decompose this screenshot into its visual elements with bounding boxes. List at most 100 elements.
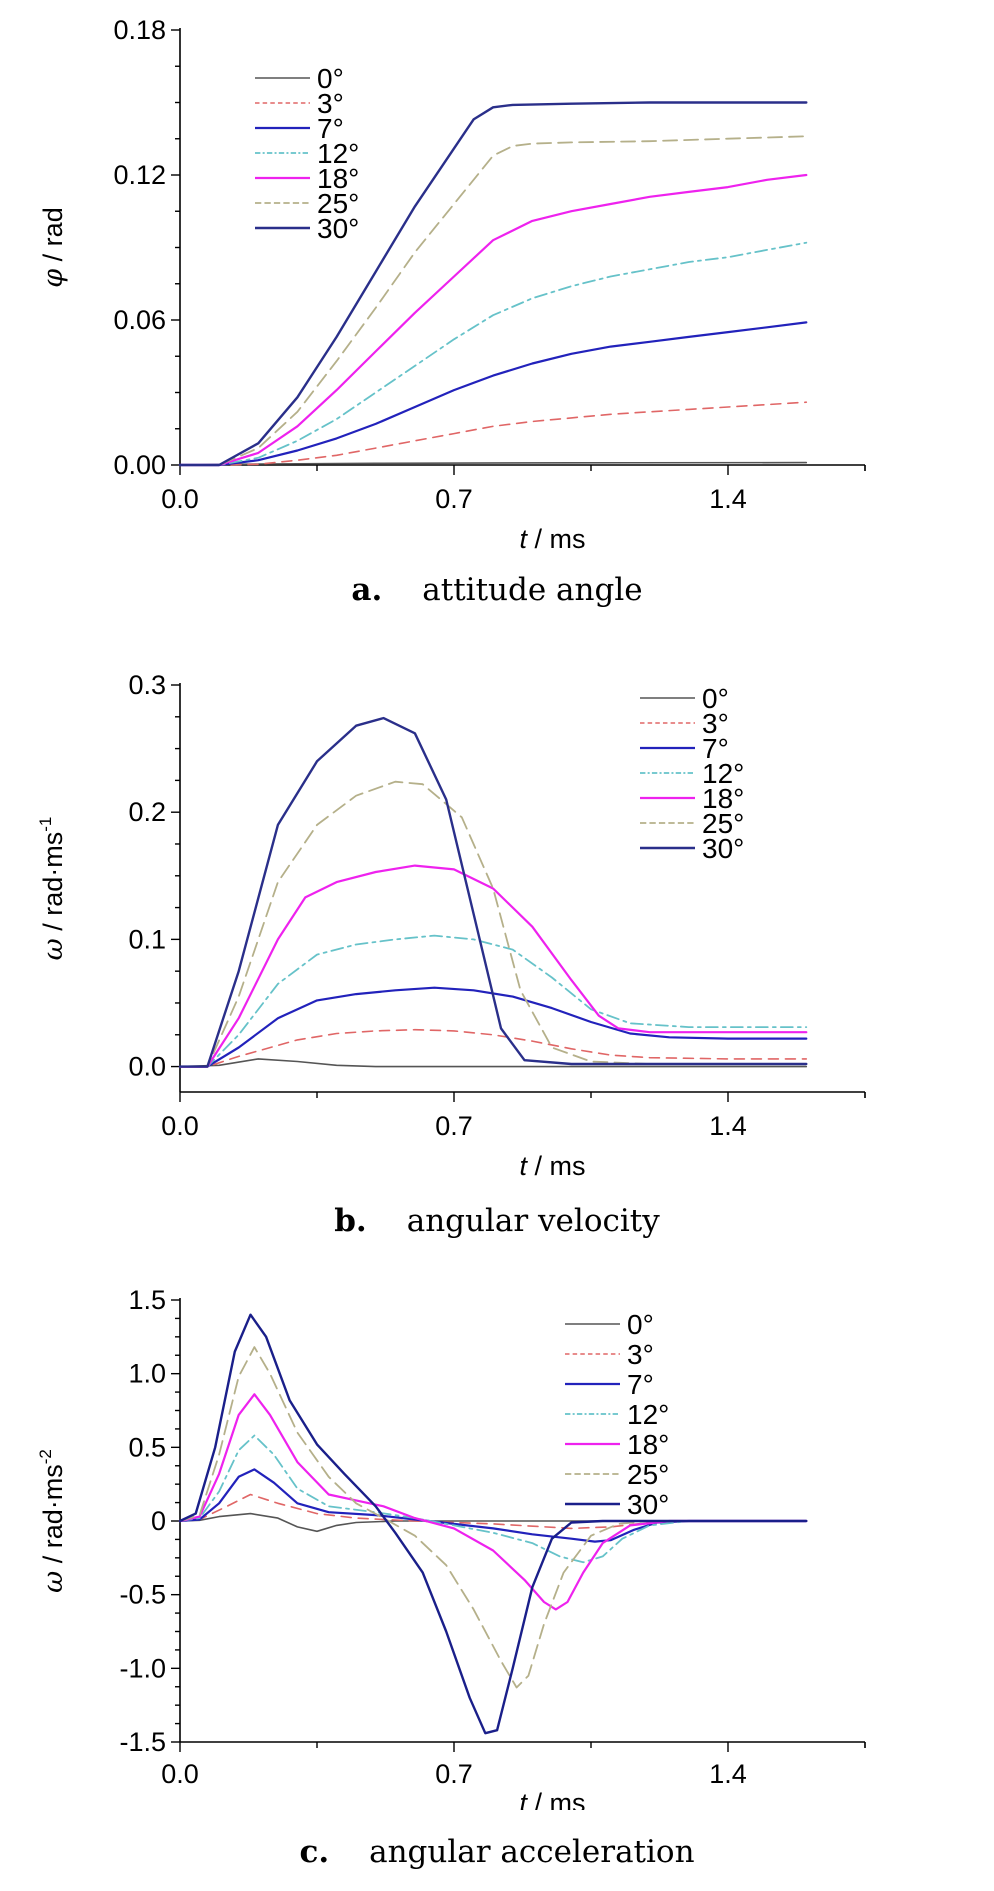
- y-tick-label: 0: [151, 1506, 166, 1536]
- x-tick-label: 0.7: [435, 1111, 473, 1141]
- caption-a-text: attitude angle: [422, 572, 643, 608]
- legend-label-6: 30°: [627, 1489, 669, 1520]
- legend-label-0: 0°: [317, 63, 344, 94]
- y-axis-unit-exponent: -2: [36, 1449, 55, 1464]
- y-axis-unit: rad: [38, 207, 68, 246]
- caption-b: b. angular velocity: [0, 1203, 994, 1239]
- legend-label-4: 18°: [702, 783, 744, 814]
- legend-label-5: 25°: [702, 808, 744, 839]
- series-line-3: [179, 934, 808, 1068]
- y-axis-separator: /: [38, 1548, 68, 1571]
- y-tick-label: 0.2: [128, 797, 166, 827]
- series-line-2: [178, 321, 808, 467]
- caption-b-letter: b.: [334, 1203, 367, 1239]
- y-axis-symbol: ω: [38, 1571, 69, 1593]
- y-tick-label: 1.5: [128, 1285, 166, 1315]
- x-axis-separator: /: [527, 524, 550, 554]
- x-axis-unit: ms: [550, 524, 586, 554]
- series-line-0: [179, 1512, 808, 1533]
- series-line-1: [179, 401, 808, 466]
- series-line-5: [179, 135, 808, 466]
- chart-angular-velocity: 0.0 0.1 0.2 0.3 0.0 0.7 1.4 t / ms ω / rad·ms-1 0…: [36, 670, 866, 1181]
- series-line-3: [179, 1434, 808, 1564]
- y-axis-symbol: φ: [38, 269, 69, 288]
- legend-label-2: 7°: [702, 733, 729, 764]
- series-line-4: [178, 864, 808, 1068]
- series-line-2: [178, 1468, 808, 1543]
- series-line-0: [179, 1058, 808, 1068]
- x-tick-label: 0.7: [435, 484, 473, 514]
- legend-label-1: 3°: [627, 1339, 654, 1370]
- legend-label-6: 30°: [317, 213, 359, 244]
- y-axis-symbol: ω: [38, 938, 69, 960]
- caption-c-letter: c.: [299, 1834, 330, 1870]
- x-tick-label: 0.0: [161, 1111, 199, 1141]
- x-axis-symbol: t: [519, 524, 528, 554]
- legend-label-2: 7°: [627, 1369, 654, 1400]
- caption-a: a. attitude angle: [0, 572, 994, 608]
- x-axis-separator: /: [527, 1788, 550, 1810]
- x-axis-separator: /: [527, 1151, 550, 1181]
- x-axis-title: t / ms: [519, 524, 585, 554]
- legend-label-1: 3°: [317, 88, 344, 119]
- y-axis-separator: /: [38, 246, 68, 269]
- x-axis-unit: ms: [550, 1151, 586, 1181]
- caption-a-letter: a.: [351, 572, 383, 608]
- legend-label-6: 30°: [702, 833, 744, 864]
- caption-b-text: angular velocity: [406, 1203, 660, 1239]
- legend-label-4: 18°: [317, 163, 359, 194]
- x-axis-unit: ms: [550, 1788, 586, 1810]
- y-tick-label: 1.0: [128, 1359, 166, 1389]
- series-line-2: [178, 986, 808, 1068]
- y-axis-title: φ / rad: [38, 207, 69, 287]
- x-axis-title: t / ms: [519, 1788, 585, 1810]
- y-tick-label: -1.5: [119, 1727, 166, 1757]
- legend-label-3: 12°: [317, 138, 359, 169]
- x-tick-label: 1.4: [709, 1111, 747, 1141]
- y-tick-label: 0.00: [113, 450, 166, 480]
- series-line-3: [179, 241, 808, 466]
- y-tick-label: 0.5: [128, 1432, 166, 1462]
- legend-label-2: 7°: [317, 113, 344, 144]
- y-tick-label: 0.3: [128, 670, 166, 700]
- x-axis-symbol: t: [519, 1788, 528, 1810]
- chart-attitude-angle: 0.00 0.06 0.12 0.18 0.0 0.7 1.4 t / ms φ / rad 0°…: [38, 15, 866, 554]
- series-line-4: [178, 1393, 808, 1611]
- series-line-6: [178, 716, 808, 1068]
- series-line-1: [179, 1493, 808, 1530]
- x-tick-label: 0.0: [161, 1759, 199, 1789]
- y-tick-label: -0.5: [119, 1580, 166, 1610]
- legend-label-3: 12°: [627, 1399, 669, 1430]
- y-axis-title: ω / rad·ms-2: [36, 1449, 69, 1593]
- y-tick-label: 0.0: [128, 1052, 166, 1082]
- series-line-6: [178, 1313, 808, 1735]
- legend-label-0: 0°: [627, 1309, 654, 1340]
- y-axis-unit-exponent: -1: [36, 817, 55, 832]
- legend-label-3: 12°: [702, 758, 744, 789]
- y-axis-unit: rad·ms: [38, 1464, 68, 1548]
- chart-angular-acceleration: -1.5 -1.0 -0.5 0 0.5 1.0 1.5 0.0 0.7 1.4 t / ms ω /…: [36, 1285, 866, 1810]
- series-line-4: [178, 173, 808, 467]
- series-line-6: [178, 101, 808, 467]
- series-line-5: [179, 780, 808, 1068]
- legend-label-0: 0°: [702, 683, 729, 714]
- legend-label-5: 25°: [627, 1459, 669, 1490]
- x-tick-label: 1.4: [709, 1759, 747, 1789]
- series-line-1: [179, 1028, 808, 1068]
- y-tick-label: 0.1: [128, 924, 166, 954]
- legend-label-4: 18°: [627, 1429, 669, 1460]
- y-tick-label: -1.0: [119, 1653, 166, 1683]
- caption-c: c. angular acceleration: [0, 1834, 994, 1870]
- y-tick-label: 0.12: [113, 160, 166, 190]
- y-axis-title: ω / rad·ms-1: [36, 817, 69, 961]
- x-tick-label: 0.0: [161, 484, 199, 514]
- x-tick-label: 1.4: [709, 484, 747, 514]
- caption-c-text: angular acceleration: [369, 1834, 695, 1870]
- y-tick-label: 0.06: [113, 305, 166, 335]
- x-tick-label: 0.7: [435, 1759, 473, 1789]
- y-axis-unit: rad·ms: [38, 832, 68, 916]
- y-axis-separator: /: [38, 916, 68, 939]
- legend-label-5: 25°: [317, 188, 359, 219]
- series-line-5: [179, 1346, 808, 1689]
- legend-label-1: 3°: [702, 708, 729, 739]
